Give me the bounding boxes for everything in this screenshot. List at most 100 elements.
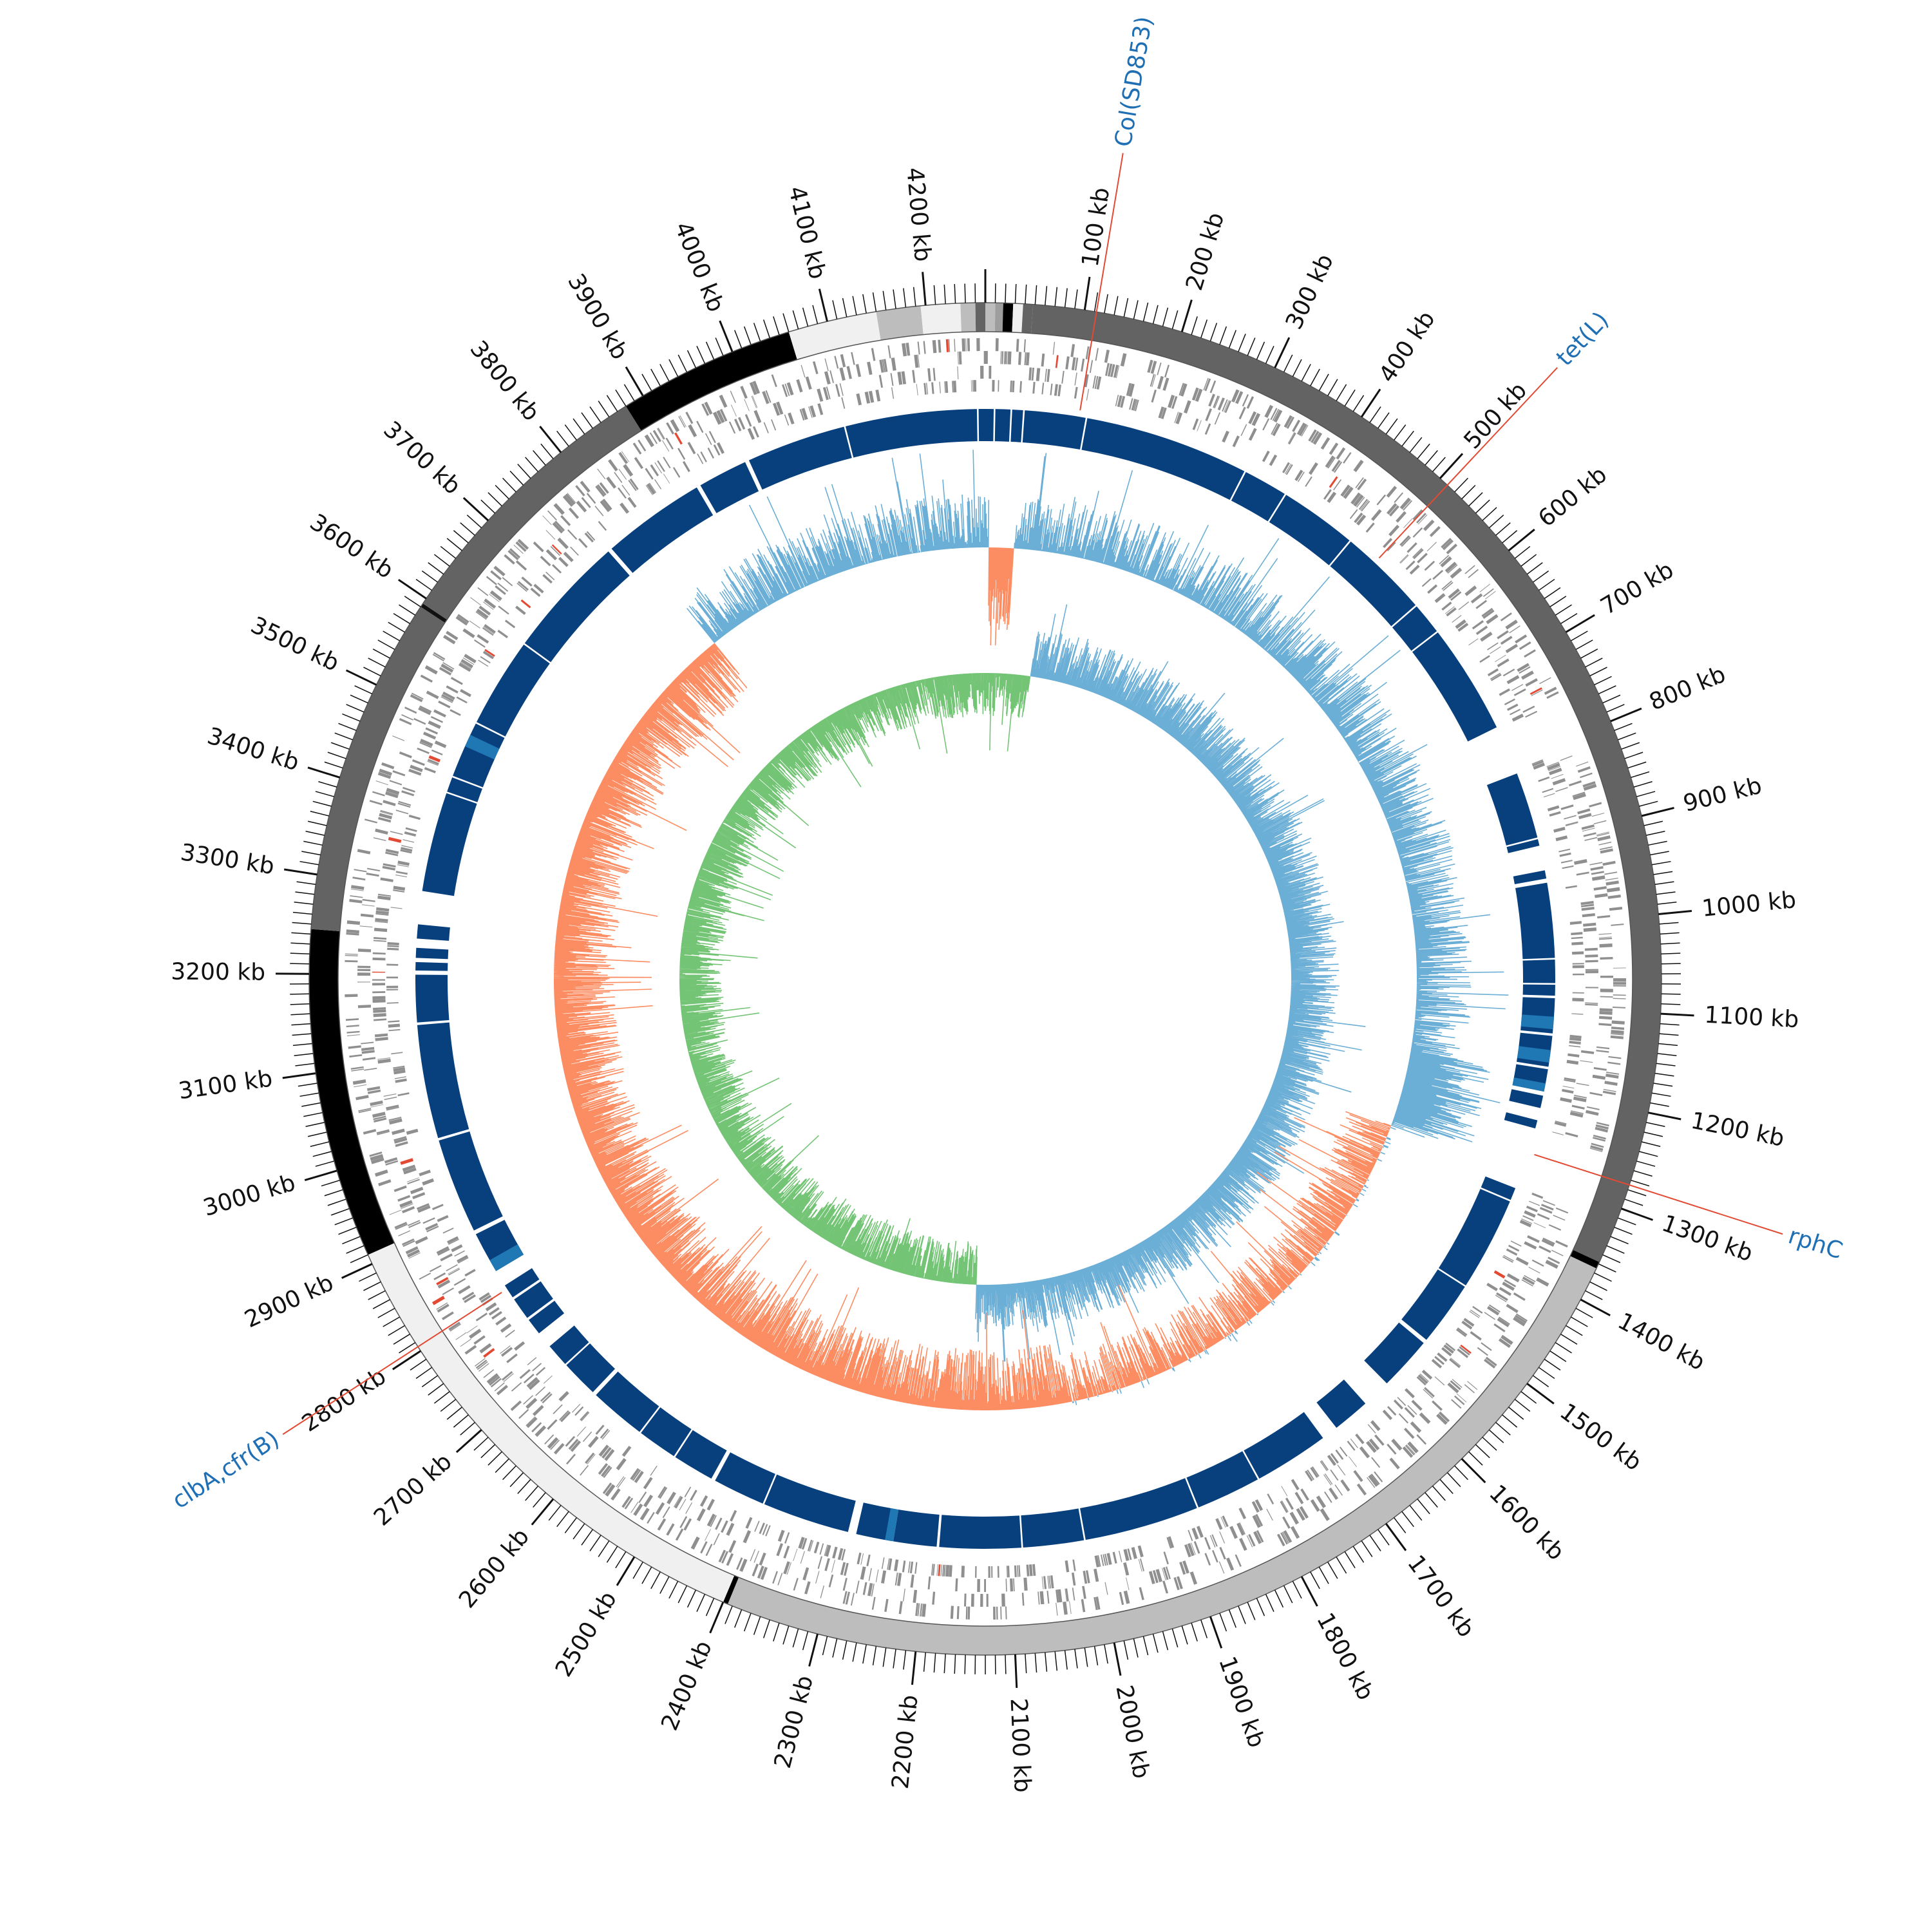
- alignment-block: [700, 462, 759, 513]
- minor-tick: [1606, 704, 1625, 713]
- cds-feature: [385, 791, 399, 799]
- minor-tick: [1200, 1619, 1208, 1638]
- cds-feature: [431, 1204, 444, 1211]
- cds-feature: [649, 432, 658, 444]
- cds-feature: [1576, 761, 1589, 767]
- cds-feature: [1240, 424, 1247, 437]
- cds-feature: [1039, 1591, 1045, 1605]
- cds-feature: [1197, 1526, 1204, 1538]
- minor-tick: [1454, 477, 1469, 493]
- cds-feature: [1595, 1124, 1609, 1130]
- cds-feature: [801, 1538, 808, 1550]
- minor-tick: [1651, 860, 1671, 866]
- cds-feature: [1411, 1399, 1423, 1411]
- cds-feature: [575, 485, 585, 497]
- cds-feature: [750, 1549, 756, 1562]
- cds-feature: [1298, 471, 1305, 482]
- cds-feature: [776, 401, 784, 415]
- cds-feature: [679, 1516, 688, 1528]
- cds-feature: [1366, 1441, 1377, 1454]
- cds-feature: [1291, 1479, 1300, 1491]
- cds-feature: [973, 380, 977, 392]
- cds-feature: [1337, 1464, 1346, 1476]
- cds-feature: [1094, 1555, 1100, 1567]
- minor-tick: [1495, 1422, 1511, 1435]
- cds-feature: [565, 493, 576, 505]
- cds-feature: [1231, 389, 1240, 402]
- cds-feature: [380, 877, 393, 882]
- cds-feature: [377, 772, 392, 779]
- cds-feature: [942, 1564, 945, 1577]
- cds-feature: [346, 932, 359, 936]
- cds-feature: [358, 1109, 372, 1113]
- cds-feature: [1050, 1575, 1054, 1589]
- major-tick: [1360, 388, 1381, 418]
- cds-feature: [412, 1192, 426, 1200]
- cds-feature: [425, 727, 439, 735]
- cds-feature: [1252, 1515, 1261, 1528]
- contig-block: [310, 607, 445, 931]
- alignment-block: [417, 1022, 469, 1139]
- minor-tick: [1439, 1479, 1454, 1494]
- cds-feature: [397, 1092, 410, 1097]
- cds-feature: [1446, 544, 1458, 554]
- cds-feature: [1006, 1566, 1009, 1578]
- cds-feature: [666, 1523, 675, 1536]
- cds-feature: [1331, 460, 1341, 472]
- cds-feature: [464, 1294, 476, 1303]
- cds-feature: [373, 1007, 386, 1010]
- cds-feature: [919, 1603, 922, 1616]
- cds-feature: [1004, 351, 1007, 365]
- cds-feature: [1152, 1569, 1159, 1584]
- cds-feature: [399, 751, 412, 759]
- cds-feature: [1486, 1305, 1500, 1316]
- minor-tick: [677, 1585, 688, 1604]
- minor-tick: [404, 596, 421, 607]
- cds-feature: [751, 395, 757, 408]
- minor-tick: [1538, 578, 1555, 591]
- cds-feature: [1050, 383, 1053, 395]
- minor-tick: [792, 1628, 799, 1648]
- minor-tick: [1432, 1486, 1446, 1501]
- cds-feature: [1479, 655, 1490, 663]
- cds-feature: [1283, 415, 1293, 428]
- minor-tick: [1301, 364, 1311, 382]
- cds-feature: [390, 831, 403, 835]
- cds-feature: [399, 717, 412, 726]
- alignment-block: [1515, 882, 1555, 960]
- minor-tick: [1598, 685, 1616, 695]
- cds-feature: [760, 1567, 768, 1580]
- cds-feature: [685, 1502, 693, 1514]
- cds-feature: [1613, 985, 1626, 987]
- alignment-block: [417, 924, 450, 941]
- cds-feature: [393, 1136, 407, 1141]
- cds-feature: [802, 1567, 810, 1581]
- cds-feature: [1547, 805, 1560, 811]
- cds-feature: [515, 541, 527, 552]
- cds-feature: [469, 620, 480, 629]
- cds-feature: [1555, 1207, 1569, 1214]
- cds-feature: [1519, 641, 1531, 650]
- cds-feature: [940, 1564, 943, 1577]
- cds-feature: [1519, 666, 1531, 674]
- minor-tick: [1508, 1406, 1524, 1420]
- cds-feature: [434, 740, 447, 748]
- cds-feature: [394, 1076, 406, 1079]
- cds-feature: [1445, 1342, 1456, 1352]
- alignment-block: [596, 1371, 659, 1432]
- cds-feature: [1001, 351, 1004, 365]
- cds-feature: [647, 1511, 655, 1524]
- cds-feature: [989, 366, 992, 379]
- minor-tick: [517, 464, 531, 479]
- cds-feature: [1441, 538, 1452, 549]
- cds-feature: [1608, 1056, 1622, 1059]
- alignment-block: [528, 1300, 565, 1334]
- cds-feature: [1335, 1449, 1344, 1460]
- minor-tick: [330, 1208, 350, 1216]
- cds-feature: [603, 1466, 612, 1479]
- cds-feature: [683, 1518, 692, 1531]
- cds-feature: [984, 1578, 987, 1592]
- cds-feature: [658, 1486, 667, 1499]
- cds-feature: [441, 694, 454, 703]
- cds-feature: [1222, 1515, 1229, 1528]
